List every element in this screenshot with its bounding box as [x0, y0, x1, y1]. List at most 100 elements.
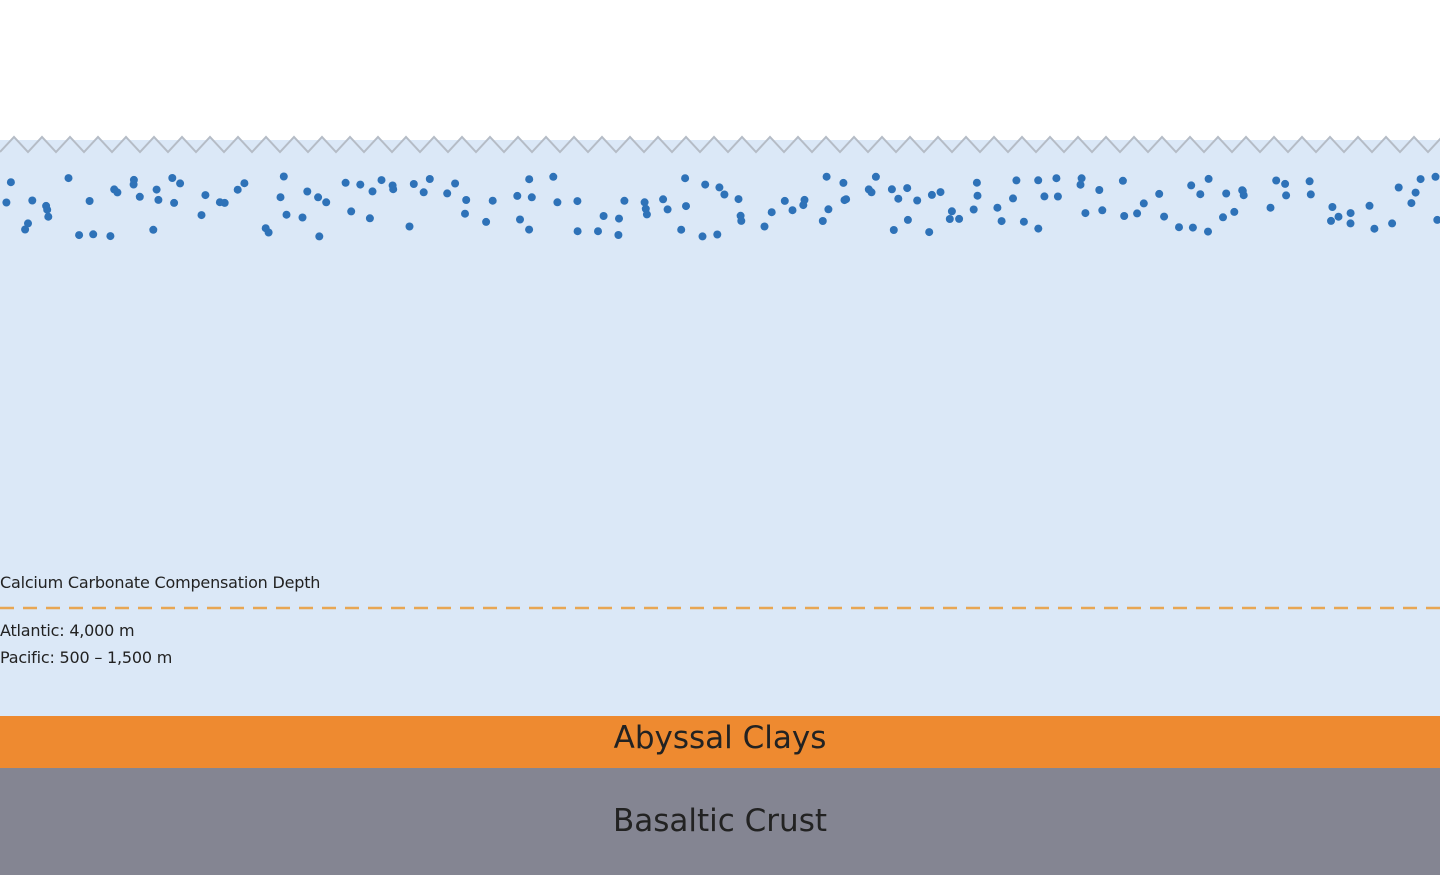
plankton-dot	[822, 172, 831, 181]
plankton-dot	[525, 225, 534, 234]
plankton-dot	[824, 205, 833, 214]
plankton-dot	[713, 230, 722, 239]
wave-surface-fill	[0, 137, 1440, 170]
plankton-dot	[903, 215, 912, 224]
plankton-dot	[28, 196, 37, 205]
plankton-dot	[1407, 199, 1416, 208]
wave-surface-line	[0, 135, 1440, 154]
plankton-dot	[170, 198, 179, 207]
plankton-dot	[1411, 188, 1420, 197]
plankton-dot	[89, 230, 98, 239]
plankton-dot	[279, 172, 288, 181]
plankton-dot	[925, 228, 934, 237]
plankton-dot	[276, 193, 285, 202]
plankton-dot	[594, 227, 602, 236]
plankton-dot	[106, 232, 115, 241]
plankton-dot	[887, 185, 896, 194]
plankton-dot	[168, 174, 177, 182]
ccd-pacific-depth: Pacific: 500 – 1,500 m	[0, 648, 173, 667]
plankton-dot	[659, 195, 668, 204]
ccd-title: Calcium Carbonate Compensation Depth	[0, 573, 321, 592]
plankton-dot	[451, 179, 460, 188]
plankton-dot	[443, 189, 452, 198]
plankton-dot	[1204, 227, 1212, 236]
plankton-dot	[864, 185, 873, 194]
plankton-dot	[640, 198, 649, 207]
plankton-dot	[513, 191, 522, 200]
plankton-dot	[1098, 206, 1107, 215]
plankton-dot	[903, 184, 912, 193]
plankton-dot	[298, 213, 307, 222]
plankton-dot	[377, 176, 386, 185]
plankton-dot	[135, 192, 144, 201]
plankton-dot	[677, 225, 686, 234]
basaltic-crust-layer	[0, 768, 1440, 875]
plankton-dot	[525, 175, 534, 184]
plankton-dot	[2, 198, 11, 207]
plankton-dot	[425, 175, 434, 183]
plankton-dot	[405, 222, 414, 231]
plankton-dot	[682, 202, 690, 211]
plankton-dot	[1346, 219, 1355, 228]
plankton-dot	[197, 211, 206, 220]
plankton-dot	[720, 190, 729, 199]
plankton-particles	[2, 172, 1440, 241]
plankton-dot	[871, 172, 880, 181]
plankton-dot	[1334, 212, 1343, 221]
plankton-dot	[154, 195, 163, 204]
plankton-dot	[341, 178, 350, 187]
plankton-dot	[701, 180, 710, 189]
plankton-dot	[599, 212, 608, 220]
plankton-dot	[788, 206, 797, 215]
plankton-dot	[1433, 215, 1440, 224]
abyssal-clay-label: Abyssal Clays	[613, 720, 827, 756]
plankton-dot	[322, 198, 331, 207]
plankton-dot	[698, 232, 707, 241]
plankton-dot	[839, 178, 848, 187]
plankton-dot	[913, 196, 922, 205]
plankton-dot	[347, 207, 356, 216]
plankton-dot	[527, 193, 536, 202]
plankton-dot	[356, 180, 365, 189]
plankton-dot	[85, 197, 94, 205]
plankton-dot	[997, 217, 1006, 226]
plankton-dot	[24, 219, 32, 228]
plankton-dot	[1095, 186, 1104, 194]
plankton-dot	[314, 193, 323, 202]
plankton-dot	[894, 194, 903, 203]
abyssal-clay-layer	[0, 716, 1440, 768]
plankton-dot	[663, 205, 672, 214]
plankton-dot	[737, 216, 746, 225]
plankton-dot	[461, 209, 469, 218]
plankton-dot	[1139, 199, 1148, 208]
plankton-dot	[972, 178, 981, 187]
plankton-dot	[1188, 223, 1197, 232]
plankton-dot	[1175, 223, 1183, 232]
plankton-dot	[1081, 209, 1090, 218]
plankton-dot	[573, 227, 582, 236]
plankton-dot	[818, 217, 827, 225]
plankton-dot	[936, 188, 945, 197]
plankton-dot	[927, 190, 936, 199]
plankton-dot	[1204, 174, 1213, 183]
plankton-dot	[993, 203, 1002, 212]
plankton-dot	[1306, 190, 1315, 199]
plankton-dot	[1272, 176, 1281, 185]
plankton-dot	[1019, 217, 1028, 226]
plankton-dot	[1388, 219, 1397, 228]
plankton-dot	[201, 191, 210, 200]
plankton-dot	[1118, 176, 1127, 185]
plankton-dot	[889, 226, 898, 234]
plankton-dot	[842, 195, 851, 204]
plankton-dot	[1155, 189, 1164, 198]
plankton-dot	[220, 198, 229, 207]
plankton-dot	[409, 180, 418, 188]
plankton-dot	[1370, 224, 1379, 233]
plankton-dot	[947, 207, 956, 216]
plankton-dot	[642, 210, 651, 219]
plankton-dot	[1034, 176, 1043, 185]
plankton-dot	[1034, 224, 1043, 233]
plankton-dot	[1266, 203, 1275, 212]
plankton-dot	[945, 215, 954, 223]
plankton-dot	[233, 185, 242, 194]
